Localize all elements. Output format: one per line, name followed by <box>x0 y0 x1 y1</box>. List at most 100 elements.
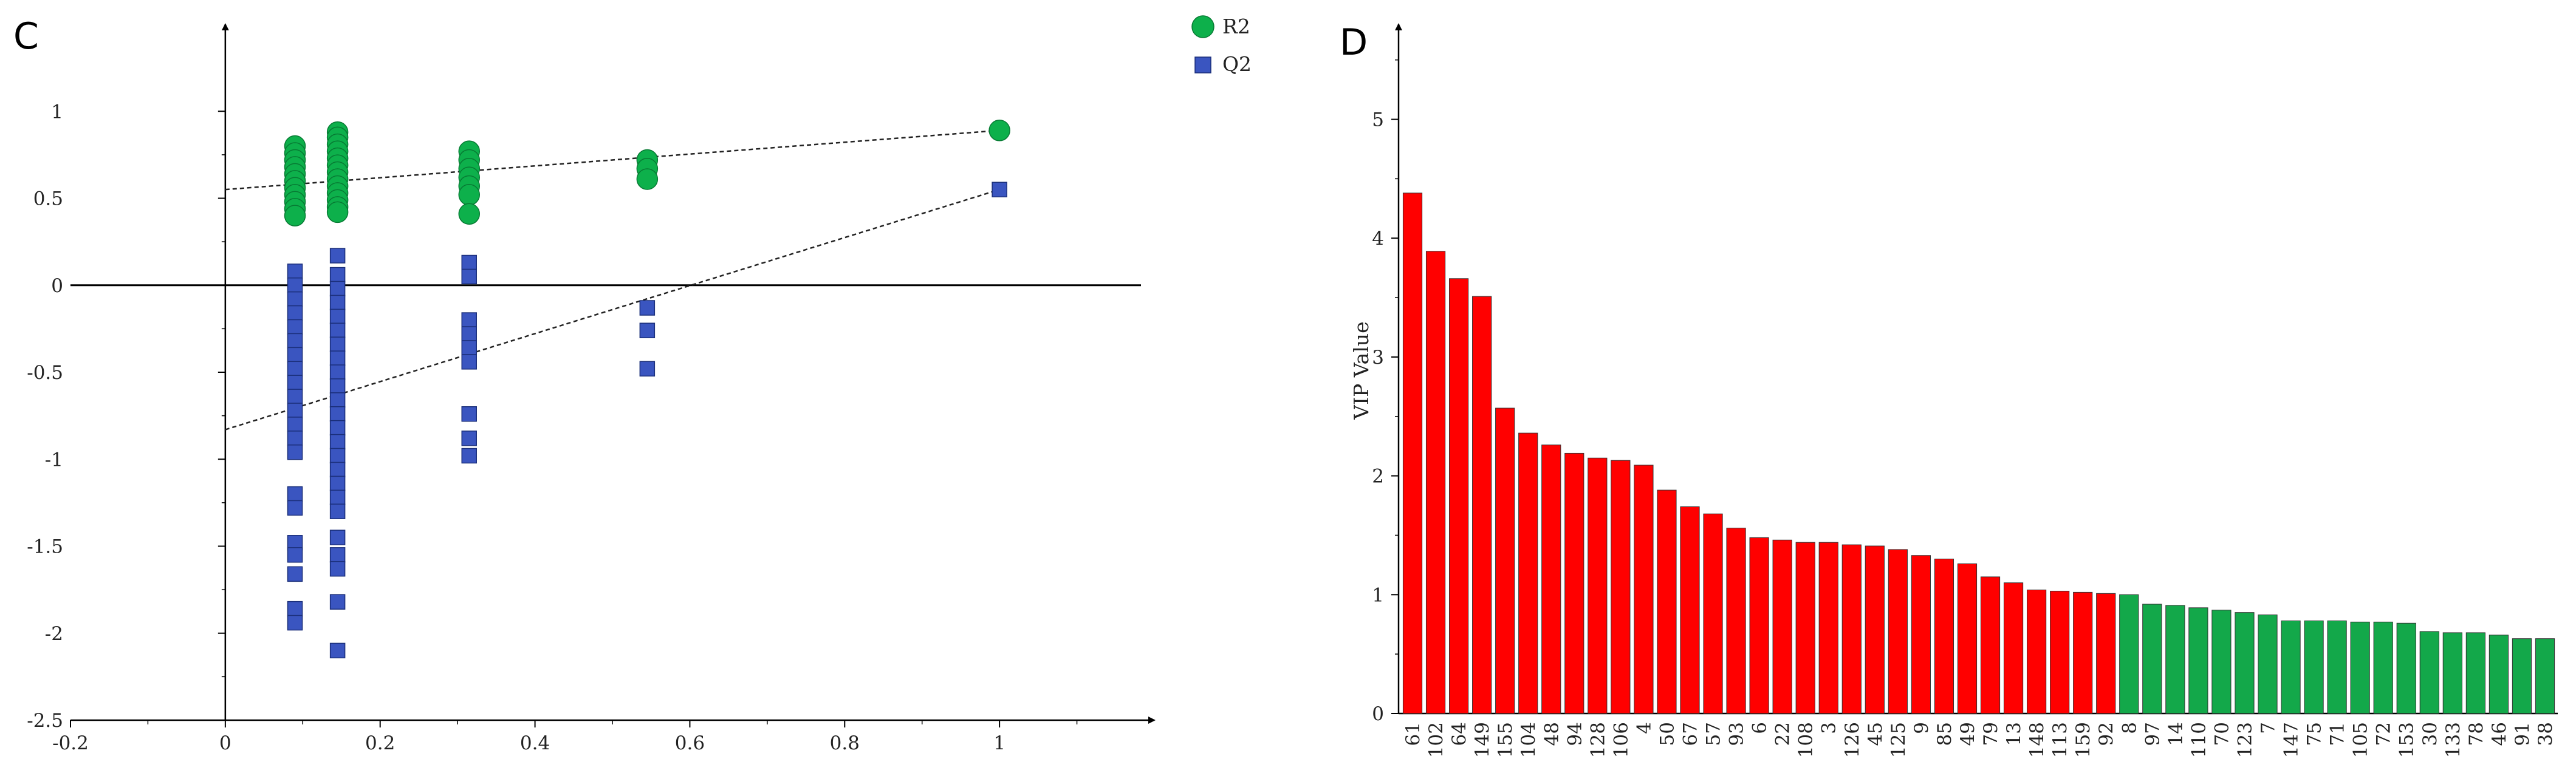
y-tick-label: -0.5 <box>27 362 63 384</box>
category-label: 64 <box>1448 722 1470 746</box>
bar <box>2350 621 2370 714</box>
q2-point <box>287 547 303 563</box>
q2-point <box>287 305 303 321</box>
bar <box>2142 604 2162 714</box>
q2-point <box>329 489 346 506</box>
category-label: 57 <box>1703 722 1725 746</box>
bar <box>2188 607 2208 714</box>
q2-point <box>287 500 303 516</box>
bar <box>2050 590 2070 714</box>
bar <box>1911 555 1931 714</box>
category-label: 67 <box>1680 722 1702 746</box>
category-label: 71 <box>2327 722 2349 746</box>
category-label: 105 <box>2350 722 2372 758</box>
bar <box>2489 635 2509 714</box>
category-label: 106 <box>1610 722 1632 758</box>
trend-line-r2 <box>225 129 1000 191</box>
y-tick-label: 4 <box>1372 228 1384 250</box>
q2-point <box>329 406 346 422</box>
bar <box>1402 192 1423 714</box>
bar <box>1495 407 1515 714</box>
q2-point <box>287 615 303 631</box>
category-label: 126 <box>1841 722 1863 758</box>
q2-point <box>461 406 478 422</box>
category-label: 14 <box>2165 722 2187 746</box>
bar <box>1657 489 1677 714</box>
q2-point <box>287 403 303 418</box>
q2-point <box>329 392 346 408</box>
category-label: 125 <box>1888 722 1910 758</box>
bar <box>1726 528 1746 714</box>
bar <box>1634 465 1654 714</box>
q2-point <box>287 389 303 404</box>
q2-point <box>329 378 346 394</box>
legend-r2-marker <box>1191 15 1214 38</box>
q2-point <box>329 295 346 311</box>
bar <box>2396 622 2416 714</box>
x-tick-label: 0.8 <box>830 732 860 754</box>
category-label: 91 <box>2512 722 2533 746</box>
x-tick-label: 0.4 <box>520 732 550 754</box>
category-label: 102 <box>1425 722 1447 758</box>
q2-point <box>461 354 478 370</box>
r2-point <box>988 120 1010 141</box>
category-label: 85 <box>1934 722 1956 746</box>
category-label: 4 <box>1633 722 1655 734</box>
q2-point <box>287 319 303 335</box>
q2-point <box>329 336 346 352</box>
trend-line-q2 <box>225 188 1000 431</box>
bar <box>2235 612 2255 714</box>
q2-point <box>329 530 346 545</box>
bar <box>2465 632 2485 714</box>
bar <box>2096 593 2116 714</box>
bar <box>1472 296 1492 714</box>
bar <box>1541 444 1561 714</box>
y-tick-label: 1 <box>1372 584 1384 606</box>
category-label: 93 <box>1726 722 1748 746</box>
bar <box>1749 537 1769 714</box>
category-label: 153 <box>2396 722 2418 758</box>
category-label: 9 <box>1911 722 1933 734</box>
r2-point <box>284 205 306 226</box>
x-tick-label: 0 <box>219 732 231 754</box>
legend-r2-label: R2 <box>1222 15 1250 38</box>
category-label: 92 <box>2095 722 2117 746</box>
bar <box>2119 594 2139 714</box>
category-label: 159 <box>2072 722 2094 758</box>
category-label: 61 <box>1402 722 1424 746</box>
y-tick-label: -1.5 <box>27 536 63 558</box>
y-tick-label: 0 <box>1372 703 1384 725</box>
bar <box>2211 610 2232 714</box>
category-label: 155 <box>1495 722 1516 758</box>
category-label: 3 <box>1818 722 1840 734</box>
bar <box>1772 539 1792 714</box>
q2-point <box>329 594 346 610</box>
q2-point <box>287 291 303 307</box>
bar <box>1680 506 1700 714</box>
x-tick-label: 1 <box>993 732 1005 754</box>
q2-point <box>461 448 478 464</box>
q2-point <box>287 278 303 293</box>
bar <box>2073 591 2093 714</box>
category-label: 13 <box>2003 722 2025 746</box>
category-label: 148 <box>2026 722 2048 758</box>
bar <box>1888 549 1908 714</box>
category-label: 128 <box>1587 722 1609 758</box>
category-label: 8 <box>2119 722 2140 734</box>
category-label: 147 <box>2281 722 2303 758</box>
bar <box>2258 615 2278 714</box>
r2-point <box>326 201 349 223</box>
bar <box>1795 542 1815 714</box>
bar <box>1957 563 1978 714</box>
bar <box>2165 605 2185 714</box>
q2-point <box>329 248 346 264</box>
q2-point <box>329 448 346 464</box>
q2-point <box>287 375 303 390</box>
category-label: 149 <box>1471 722 1493 758</box>
q2-point <box>461 268 478 285</box>
q2-point <box>329 350 346 366</box>
q2-point <box>639 361 656 377</box>
category-label: 6 <box>1749 722 1771 734</box>
bar <box>2003 582 2024 714</box>
q2-point <box>329 547 346 563</box>
